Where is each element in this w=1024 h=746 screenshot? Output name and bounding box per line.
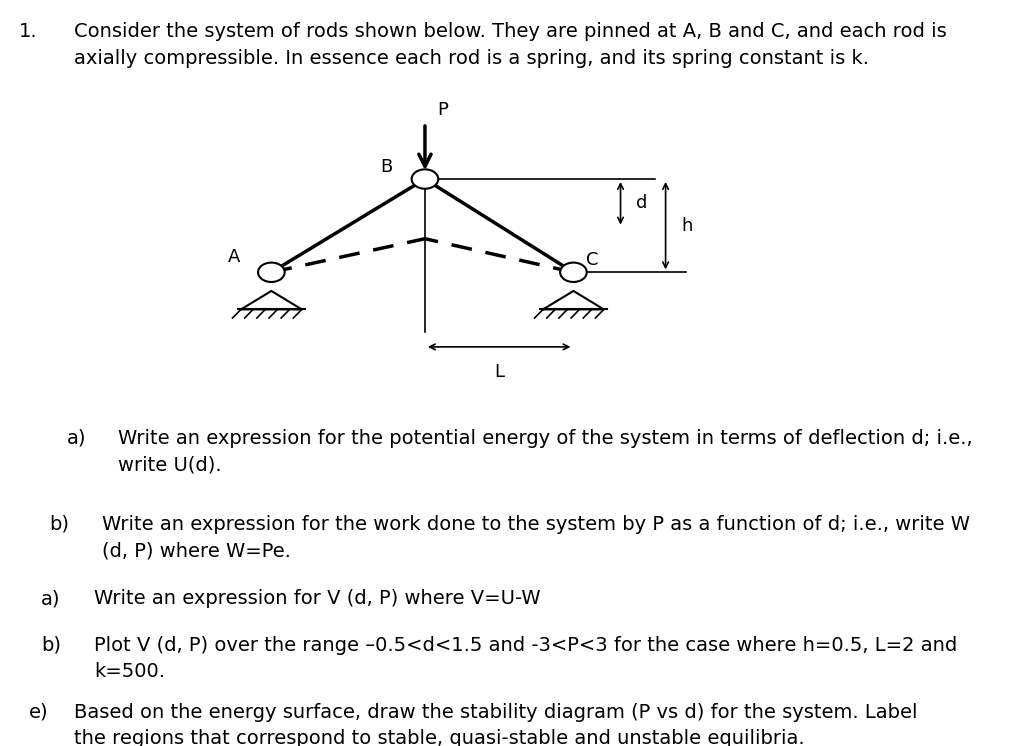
Text: A: A — [228, 248, 241, 266]
Circle shape — [412, 169, 438, 189]
Text: L: L — [495, 363, 504, 381]
Circle shape — [560, 263, 587, 282]
Text: 1.: 1. — [18, 22, 37, 41]
Text: Plot V (d, P) over the range –0.5<d<1.5 and -3<P<3 for the case where h=0.5, L=2: Plot V (d, P) over the range –0.5<d<1.5 … — [94, 636, 957, 681]
Text: e): e) — [29, 703, 48, 721]
Text: b): b) — [49, 515, 70, 533]
Text: B: B — [380, 158, 392, 176]
Circle shape — [258, 263, 285, 282]
Text: P: P — [437, 101, 449, 119]
Text: Write an expression for V (d, P) where V=U-W: Write an expression for V (d, P) where V… — [94, 589, 541, 608]
Text: Write an expression for the potential energy of the system in terms of deflectio: Write an expression for the potential en… — [118, 429, 973, 474]
Text: a): a) — [41, 589, 60, 608]
Text: C: C — [586, 251, 598, 269]
Text: Write an expression for the work done to the system by P as a function of d; i.e: Write an expression for the work done to… — [102, 515, 971, 560]
Text: h: h — [681, 216, 692, 235]
Text: a): a) — [67, 429, 86, 448]
Text: Consider the system of rods shown below. They are pinned at A, B and C, and each: Consider the system of rods shown below.… — [74, 22, 946, 68]
Text: b): b) — [41, 636, 61, 654]
Text: d: d — [636, 194, 647, 213]
Text: Based on the energy surface, draw the stability diagram (P vs d) for the system.: Based on the energy surface, draw the st… — [74, 703, 918, 746]
